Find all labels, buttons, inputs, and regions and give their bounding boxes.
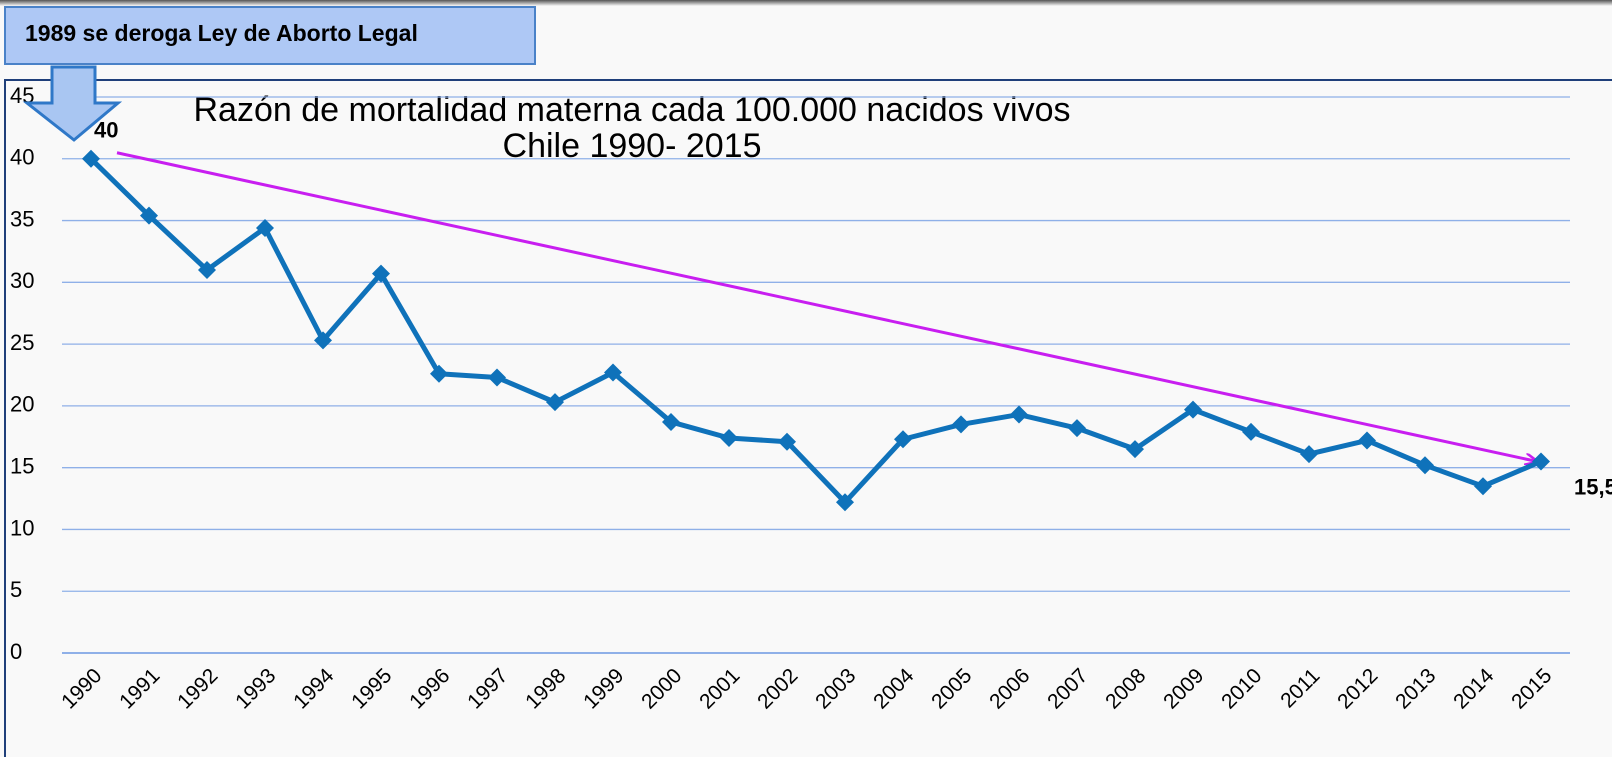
y-tick-label: 40 <box>10 145 34 170</box>
y-tick-label: 10 <box>10 515 34 540</box>
x-tick-label: 2001 <box>695 664 744 713</box>
x-tick-label: 2014 <box>1449 664 1499 714</box>
x-tick-label: 2012 <box>1333 664 1382 713</box>
x-tick-label: 2007 <box>1043 664 1092 713</box>
marker <box>1184 400 1202 419</box>
x-tick-label: 2000 <box>637 664 686 713</box>
marker <box>372 264 390 283</box>
marker <box>546 393 564 412</box>
marker <box>662 412 680 431</box>
x-tick-label: 2005 <box>927 664 976 713</box>
x-tick-label: 2009 <box>1159 664 1208 713</box>
y-tick-label: 25 <box>10 330 34 355</box>
marker <box>1358 431 1376 450</box>
marker <box>1126 440 1144 459</box>
x-tick-label: 2011 <box>1276 664 1324 712</box>
marker <box>604 363 622 382</box>
x-tick-label: 1994 <box>289 664 339 714</box>
y-tick-label: 20 <box>10 392 34 417</box>
marker <box>198 260 216 279</box>
marker <box>314 331 332 350</box>
marker <box>1532 452 1550 471</box>
marker <box>894 430 912 449</box>
x-tick-label: 2008 <box>1101 664 1150 713</box>
marker <box>1300 445 1318 464</box>
top-bar <box>0 0 1612 6</box>
marker <box>256 218 274 237</box>
marker <box>1242 422 1260 441</box>
y-tick-label: 35 <box>10 206 34 231</box>
marker <box>720 429 738 448</box>
data-label: 15,5 <box>1574 474 1612 499</box>
down-arrow <box>22 65 123 142</box>
x-tick-label: 2013 <box>1391 664 1440 713</box>
marker <box>1416 456 1434 475</box>
x-tick-label: 2006 <box>985 664 1034 713</box>
x-tick-label: 1996 <box>405 664 454 713</box>
y-tick-label: 5 <box>10 577 22 602</box>
x-tick-label: 1993 <box>231 664 280 713</box>
marker <box>1474 477 1492 496</box>
x-tick-label: 2004 <box>869 664 919 714</box>
x-tick-label: 2015 <box>1507 664 1556 713</box>
x-tick-label: 1990 <box>57 664 106 713</box>
y-tick-label: 0 <box>10 639 22 664</box>
x-tick-label: 1991 <box>115 664 164 713</box>
x-tick-label: 1998 <box>521 664 570 713</box>
y-tick-label: 15 <box>10 453 34 478</box>
marker <box>1010 405 1028 424</box>
data-label: 40 <box>94 118 118 143</box>
marker <box>1068 419 1086 438</box>
x-tick-label: 1995 <box>347 664 396 713</box>
x-tick-label: 1992 <box>173 664 222 713</box>
marker <box>140 206 158 225</box>
marker <box>430 364 448 383</box>
x-tick-label: 1997 <box>463 664 512 713</box>
trend-arrow <box>116 151 1537 462</box>
y-tick-label: 30 <box>10 268 34 293</box>
annotation-box <box>4 6 536 65</box>
frame <box>4 79 1612 757</box>
marker <box>82 149 100 168</box>
x-tick-label: 2010 <box>1217 664 1266 713</box>
marker <box>488 368 506 387</box>
x-tick-label: 2002 <box>753 664 802 713</box>
marker <box>836 493 854 512</box>
annotation: 1989 se deroga Ley de Aborto Legal <box>25 20 418 46</box>
marker <box>778 432 796 451</box>
series-line <box>89 156 1542 505</box>
x-tick-label: 1999 <box>579 664 628 713</box>
x-tick-label: 2003 <box>811 664 860 713</box>
marker <box>952 415 970 434</box>
